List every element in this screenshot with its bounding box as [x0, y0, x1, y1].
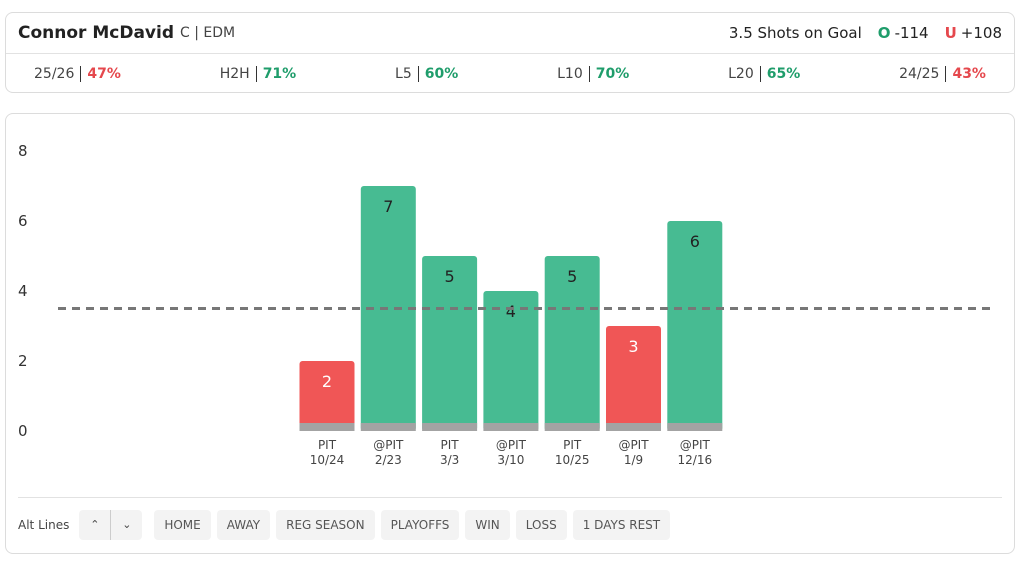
x-tick-label: 10/24: [310, 453, 345, 467]
stat-value: 47%: [87, 66, 121, 82]
x-tick-label: 1/9: [624, 453, 643, 467]
alt-lines-stepper: ⌃ ⌄: [79, 510, 143, 540]
x-tick-label: PIT: [318, 438, 337, 452]
bar-value-label: 4: [506, 302, 516, 321]
stat-label: L5: [395, 66, 419, 82]
bar: [299, 361, 355, 431]
filter-bar: Alt Lines ⌃ ⌄ HOME AWAY REG SEASON PLAYOFFS…: [18, 510, 671, 540]
under-label[interactable]: U: [944, 24, 957, 42]
filter-button[interactable]: LOSS: [515, 510, 567, 540]
x-tick-label: PIT: [563, 438, 582, 452]
x-tick-label: 10/25: [555, 453, 590, 467]
bar: [544, 256, 600, 431]
y-tick-label: 6: [18, 212, 28, 230]
stat-label: L20: [728, 66, 761, 82]
player-position: C | EDM: [180, 25, 236, 41]
bar: [483, 291, 539, 431]
stat: 25/26 47%: [34, 66, 121, 82]
chart: 024682PIT10/247@PIT2/235PIT3/34@PIT3/105…: [18, 142, 996, 467]
stat-value: 43%: [952, 66, 986, 82]
stats-row: 25/26 47% H2H 71% L5 60% L10 70% L20 65% 24/25 43%: [6, 54, 1014, 94]
bar-base: [606, 423, 661, 431]
stat: L5 60%: [395, 66, 458, 82]
stat-value: 60%: [424, 66, 459, 82]
stat-label: 24/25: [899, 66, 947, 82]
x-tick-label: @PIT: [496, 438, 527, 452]
divider: [18, 497, 1002, 498]
stat: H2H 71%: [219, 66, 297, 82]
bar-value-label: 3: [628, 337, 638, 356]
bar-value-label: 5: [445, 267, 455, 286]
bar: [606, 326, 661, 431]
bar-base: [422, 423, 478, 431]
filter-button[interactable]: PLAYOFFS: [380, 510, 460, 540]
player-name: Connor McDavid: [18, 23, 174, 43]
stat-value: 71%: [262, 66, 297, 82]
stat-label: H2H: [219, 66, 257, 82]
filter-button[interactable]: AWAY: [216, 510, 271, 540]
stat: 24/25 43%: [899, 66, 986, 82]
stat-label: 25/26: [34, 66, 82, 82]
stat-value: 65%: [766, 66, 801, 82]
bar-base: [299, 423, 355, 431]
bar-base: [544, 423, 600, 431]
alt-line-down[interactable]: ⌄: [110, 510, 142, 540]
bar: [360, 186, 416, 431]
stat: L10 70%: [557, 66, 629, 82]
over-label[interactable]: O: [877, 24, 891, 42]
x-tick-label: 3/10: [497, 453, 524, 467]
alt-line-up[interactable]: ⌃: [90, 518, 100, 531]
x-tick-label: 12/16: [678, 453, 713, 467]
x-tick-label: 3/3: [440, 453, 459, 467]
x-tick-label: @PIT: [680, 438, 711, 452]
filter-button[interactable]: REG SEASON: [276, 510, 375, 540]
bar-base: [483, 423, 539, 431]
prop-header: Connor McDavid C | EDM 3.5 Shots on Goal…: [6, 13, 1014, 54]
filter-button[interactable]: HOME: [154, 510, 211, 540]
y-tick-label: 8: [18, 142, 28, 160]
stat: L20 65%: [728, 66, 800, 82]
bar-value-label: 2: [322, 372, 332, 391]
bar-base: [360, 423, 416, 431]
y-tick-label: 2: [18, 352, 28, 370]
filter-button[interactable]: 1 DAYS REST: [572, 510, 671, 540]
bar-value-label: 6: [690, 232, 700, 251]
bar-value-label: 7: [383, 197, 393, 216]
x-tick-label: PIT: [441, 438, 460, 452]
bar: [422, 256, 478, 431]
bar-base: [667, 423, 723, 431]
chart-card: 0 2 4 6 8 2 PIT 10/24 7 @PIT 2/23 5 PIT 3/3 4 @PIT 3/10 5…: [5, 113, 1015, 554]
x-tick-label: @PIT: [373, 438, 404, 452]
x-tick-label: 2/23: [375, 453, 402, 467]
y-tick-label: 4: [18, 282, 28, 300]
under-odds[interactable]: +108: [960, 24, 1002, 42]
over-odds[interactable]: -114: [894, 24, 929, 42]
alt-lines-label: Alt Lines: [18, 518, 70, 532]
x-tick-label: @PIT: [618, 438, 649, 452]
stat-value: 70%: [595, 66, 630, 82]
y-tick-label: 0: [18, 422, 28, 440]
filter-button[interactable]: WIN: [465, 510, 510, 540]
prop-card: Connor McDavid C | EDM 3.5 Shots on Goal…: [5, 12, 1015, 93]
bar: [667, 221, 723, 431]
bar-value-label: 5: [567, 267, 577, 286]
stat-label: L10: [557, 66, 590, 82]
prop-line: 3.5 Shots on Goal: [728, 24, 862, 42]
